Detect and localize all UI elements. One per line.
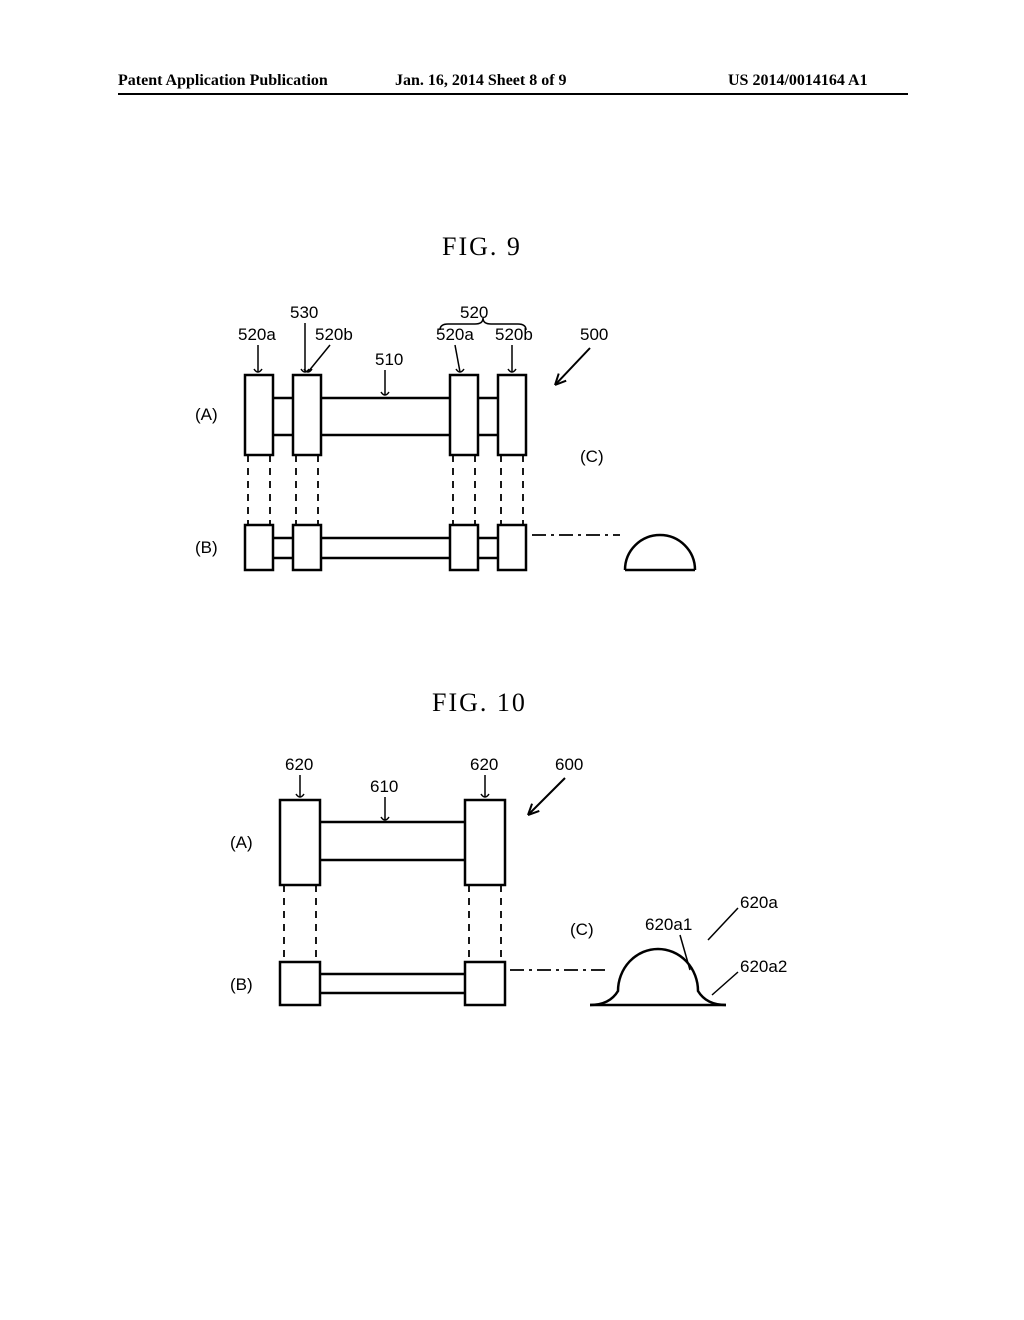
svg-text:520a: 520a <box>436 325 474 344</box>
header-center: Jan. 16, 2014 Sheet 8 of 9 <box>395 72 567 90</box>
fig10-title: FIG. 10 <box>432 688 527 718</box>
svg-text:500: 500 <box>580 325 608 344</box>
svg-text:620a1: 620a1 <box>645 915 692 934</box>
svg-text:620: 620 <box>470 755 498 774</box>
header-left: Patent Application Publication <box>118 72 328 90</box>
header-rule <box>118 93 908 95</box>
svg-text:(C): (C) <box>570 920 594 939</box>
svg-text:(B): (B) <box>230 975 253 994</box>
svg-text:620a: 620a <box>740 893 778 912</box>
svg-text:620: 620 <box>285 755 313 774</box>
svg-text:600: 600 <box>555 755 583 774</box>
svg-text:(A): (A) <box>195 405 218 424</box>
svg-text:510: 510 <box>375 350 403 369</box>
header-right: US 2014/0014164 A1 <box>728 72 868 90</box>
svg-text:530: 530 <box>290 303 318 322</box>
svg-text:520b: 520b <box>315 325 353 344</box>
fig9-title: FIG. 9 <box>442 232 522 262</box>
svg-text:620a2: 620a2 <box>740 957 787 976</box>
svg-text:(B): (B) <box>195 538 218 557</box>
svg-text:610: 610 <box>370 777 398 796</box>
svg-text:(A): (A) <box>230 833 253 852</box>
svg-text:520b: 520b <box>495 325 533 344</box>
fig10-diagram: (A) (B) (C) 620 610 620 600 620a 620a1 620a2 <box>210 740 890 1040</box>
fig9-diagram: (A) (B) (C) 520a 530 520b 510 520 520a 520b 500 <box>160 290 830 600</box>
svg-text:520: 520 <box>460 303 488 322</box>
svg-text:(C): (C) <box>580 447 604 466</box>
svg-text:520a: 520a <box>238 325 276 344</box>
